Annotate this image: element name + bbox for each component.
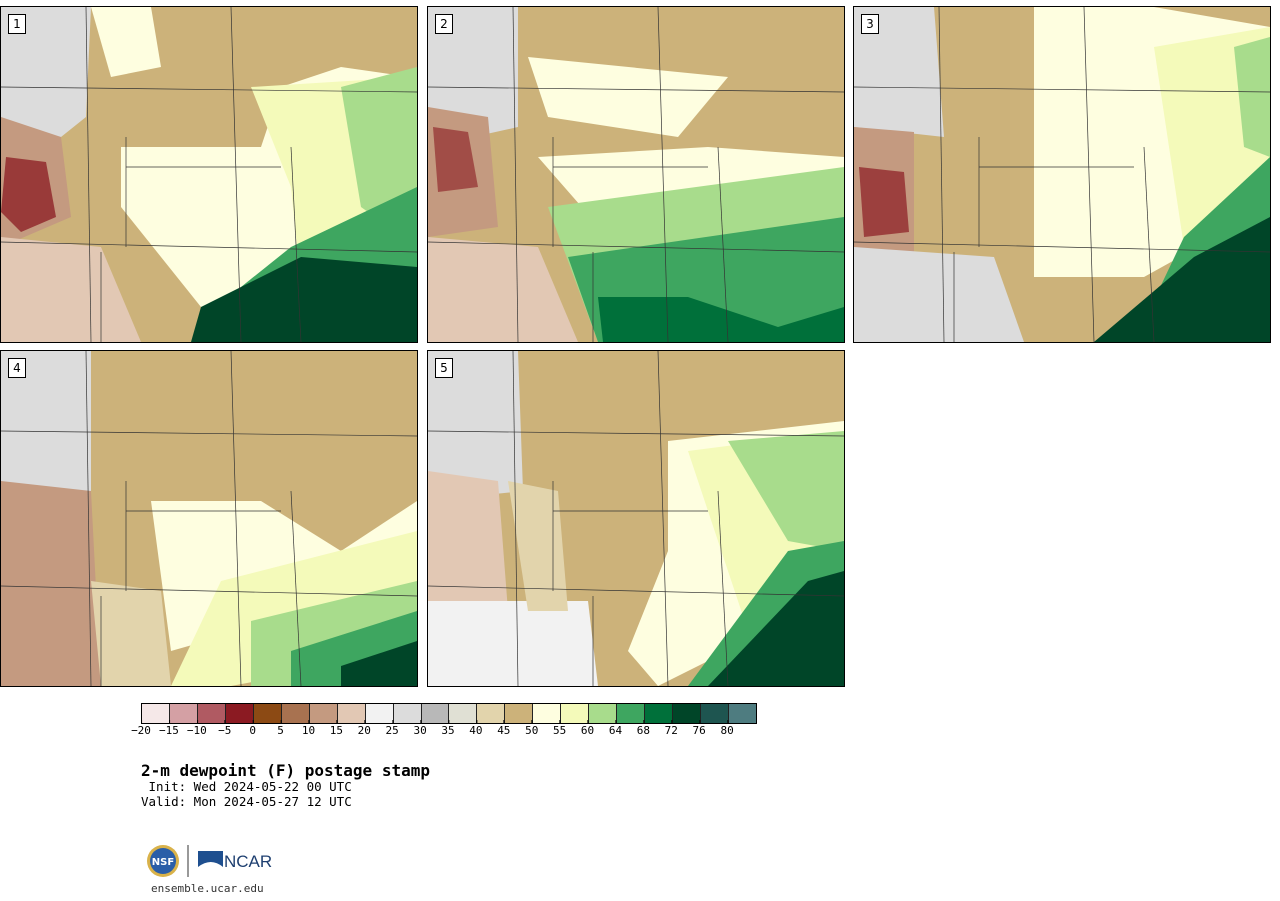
nsf-logo-text: NSF xyxy=(152,857,174,868)
dewpoint-map-1 xyxy=(1,7,417,342)
ncar-logo: NCAR xyxy=(198,851,272,871)
plot-title: 2-m dewpoint (F) postage stamp xyxy=(141,761,430,780)
colorbar-swatch xyxy=(337,704,366,723)
map-panel-1: 1 xyxy=(0,6,418,343)
colorbar-tick-label: −20 xyxy=(131,720,151,737)
dewpoint-map-4 xyxy=(1,351,417,686)
map-panel-2: 2 xyxy=(427,6,845,343)
colorbar-tick-label: 30 xyxy=(413,720,427,737)
colorbar-tick-label: 60 xyxy=(580,720,595,737)
valid-time: Valid: Mon 2024-05-27 12 UTC xyxy=(141,794,352,809)
colorbar-tick-label: 5 xyxy=(277,720,284,737)
colorbar-swatch xyxy=(477,704,506,723)
colorbar-tick-label: 68 xyxy=(636,720,650,737)
map-panel-5: 5 xyxy=(427,350,845,687)
colorbar-swatch xyxy=(393,704,422,723)
init-time: Init: Wed 2024-05-22 00 UTC xyxy=(141,779,352,794)
panel-number-1: 1 xyxy=(8,14,26,34)
colorbar-tick-label: 76 xyxy=(692,720,706,737)
colorbar-tick-label: 25 xyxy=(385,720,399,737)
colorbar-tick-label: −10 xyxy=(186,720,207,737)
colorbar-ticks: −20 −15 −10 −5 0 5 10 15 20 25 30 35 40 45 50 55 60 64 68 7… xyxy=(131,720,755,740)
colorbar-swatch xyxy=(253,704,282,723)
colorbar-swatch xyxy=(225,704,254,723)
colorbar-tick-label: 40 xyxy=(469,720,483,737)
colorbar-swatch xyxy=(169,704,198,723)
colorbar-swatch xyxy=(197,704,226,723)
nsf-ncar-logos: NSF NCAR xyxy=(145,843,275,879)
colorbar-tick-label: 20 xyxy=(357,720,371,737)
colorbar-swatch xyxy=(505,704,534,723)
dewpoint-map-5 xyxy=(428,351,844,686)
colorbar-swatch xyxy=(533,704,562,723)
colorbar-tick-label: 10 xyxy=(301,720,316,737)
dewpoint-map-2 xyxy=(428,7,844,342)
colorbar-tick-label: 45 xyxy=(497,720,511,737)
colorbar-swatch xyxy=(589,704,618,723)
ncar-logo-text: NCAR xyxy=(224,852,272,871)
map-panel-3: 3 xyxy=(853,6,1271,343)
colorbar-swatch xyxy=(281,704,310,723)
colorbar-swatch xyxy=(617,704,646,723)
colorbar-swatch xyxy=(561,704,590,723)
colorbar-swatch xyxy=(729,704,756,723)
colorbar-swatch xyxy=(365,704,394,723)
colorbar-swatch xyxy=(309,704,338,723)
colorbar-swatch xyxy=(421,704,450,723)
dewpoint-colorbar xyxy=(141,703,757,724)
colorbar-swatch xyxy=(673,704,702,723)
colorbar-tick-label: 80 xyxy=(720,720,734,737)
colorbar-tick-label: −15 xyxy=(158,720,179,737)
colorbar-swatch xyxy=(449,704,478,723)
colorbar-tick-label: 64 xyxy=(608,720,623,737)
map-panel-4: 4 xyxy=(0,350,418,687)
colorbar-swatch xyxy=(645,704,674,723)
colorbar-tick-label: 50 xyxy=(525,720,539,737)
panel-number-3: 3 xyxy=(861,14,879,34)
colorbar-tick-label: 0 xyxy=(249,720,256,737)
colorbar-tick-label: 72 xyxy=(664,720,678,737)
nsf-logo: NSF xyxy=(147,845,179,877)
colorbar-swatch xyxy=(701,704,730,723)
colorbar-tick-label: 15 xyxy=(329,720,343,737)
colorbar-tick-label: −5 xyxy=(218,720,232,737)
colorbar-tick-label: 55 xyxy=(553,720,567,737)
panel-number-5: 5 xyxy=(435,358,453,378)
colorbar-tick-label: 35 xyxy=(441,720,455,737)
panel-number-4: 4 xyxy=(8,358,26,378)
dewpoint-map-3 xyxy=(854,7,1270,342)
panel-number-2: 2 xyxy=(435,14,453,34)
footer-url: ensemble.ucar.edu xyxy=(151,882,264,895)
colorbar-swatch xyxy=(142,704,170,723)
